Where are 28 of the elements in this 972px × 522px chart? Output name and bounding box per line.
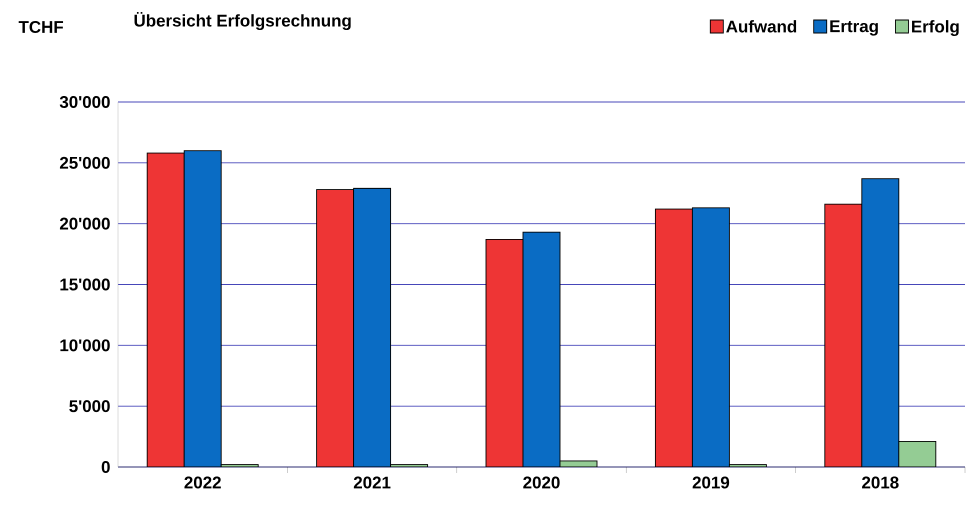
bar	[522, 232, 560, 467]
x-tick-label: 2018	[862, 476, 899, 489]
y-tick-label: 15'000	[60, 278, 110, 290]
x-tick-label: 2019	[692, 476, 730, 489]
bar	[184, 150, 222, 467]
y-axis-title: TCHF	[18, 21, 64, 33]
bar	[898, 441, 936, 467]
legend-label: Aufwand	[726, 20, 796, 33]
y-tick-label: 20'000	[60, 218, 110, 230]
y-tick-label: 30'000	[60, 96, 110, 108]
bar	[861, 178, 900, 467]
chart-title: Übersicht Erfolgsrechnung	[134, 12, 351, 30]
y-tick-label: 10'000	[60, 339, 110, 352]
x-tick-label: 2021	[354, 476, 390, 489]
y-tick-label: 25'000	[60, 156, 110, 169]
x-tick-label: 2020	[523, 476, 560, 489]
bar	[654, 208, 693, 467]
legend-label: Erfolg	[912, 20, 959, 36]
x-tick-label: 2022	[184, 476, 221, 489]
bar	[353, 188, 392, 467]
legend-label: Ertrag	[830, 20, 878, 36]
bar	[824, 204, 862, 467]
bar	[146, 152, 185, 467]
y-tick-label: 5'000	[69, 400, 110, 412]
y-tick-label: 0	[102, 461, 110, 473]
bar	[316, 189, 354, 467]
bar	[692, 207, 730, 467]
bar	[486, 239, 524, 467]
